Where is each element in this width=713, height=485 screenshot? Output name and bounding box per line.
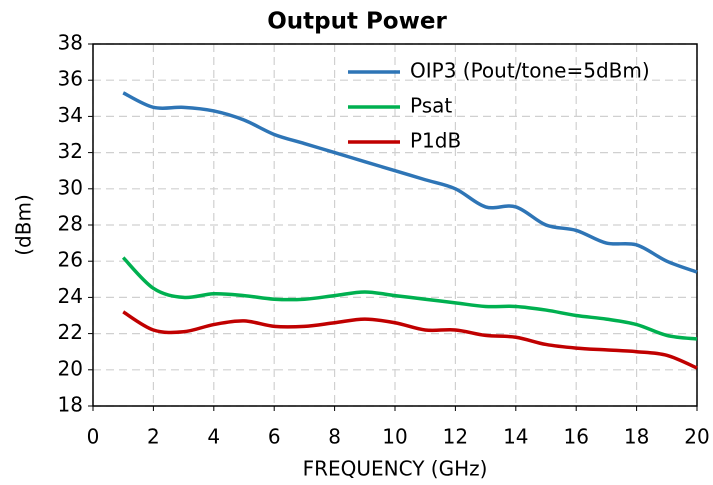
x-tick-label: 4 bbox=[207, 425, 220, 449]
line bbox=[121, 256, 698, 341]
y-axis-label: (dBm) bbox=[12, 194, 36, 256]
y-tick-label: 22 bbox=[58, 320, 83, 344]
x-axis-label: FREQUENCY (GHz) bbox=[303, 457, 488, 481]
chart-title: Output Power bbox=[267, 9, 447, 35]
line bbox=[122, 91, 698, 274]
y-tick-label: 36 bbox=[58, 67, 83, 91]
plot-frame bbox=[92, 43, 698, 407]
y-tick-label: 20 bbox=[58, 356, 83, 380]
y-tick-label: 30 bbox=[58, 175, 83, 199]
x-tick-label: 0 bbox=[87, 425, 100, 449]
x-tick-label: 6 bbox=[268, 425, 281, 449]
x-tick-label: 10 bbox=[382, 425, 407, 449]
y-tick-label: 34 bbox=[58, 103, 83, 127]
legend-label: OIP3 (Pout/tone=5dBm) bbox=[410, 59, 650, 83]
x-tick-label: 14 bbox=[503, 425, 528, 449]
x-tick-label: 12 bbox=[443, 425, 468, 449]
y-tick-label: 38 bbox=[58, 31, 83, 55]
legend-label: P1dB bbox=[410, 129, 461, 153]
line bbox=[122, 310, 698, 370]
x-tick-label: 16 bbox=[563, 425, 588, 449]
y-tick-label: 18 bbox=[58, 393, 83, 417]
y-tick-label: 26 bbox=[58, 248, 83, 272]
y-tick-label: 32 bbox=[58, 139, 83, 163]
legend-label: Psat bbox=[410, 94, 452, 118]
x-tick-label: 2 bbox=[147, 425, 160, 449]
x-tick-label: 18 bbox=[624, 425, 649, 449]
x-tick-label: 20 bbox=[684, 425, 709, 449]
y-tick-label: 28 bbox=[58, 212, 83, 236]
y-tick-label: 24 bbox=[58, 284, 83, 308]
x-tick-label: 8 bbox=[328, 425, 341, 449]
